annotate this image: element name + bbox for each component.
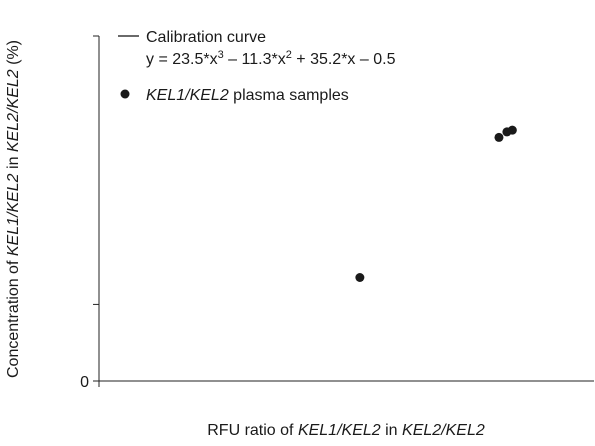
legend-points-label: KEL1/KEL2 plasma samples xyxy=(146,87,349,104)
legend: Calibration curve y = 23.5*x3 – 11.3*x2 … xyxy=(118,29,396,104)
x-axis-label: RFU ratio of KEL1/KEL2 in KEL2/KEL2 xyxy=(207,422,485,439)
y-axis-label: Concentration of KEL1/KEL2 in KEL2/KEL2 … xyxy=(5,40,22,378)
axes xyxy=(98,36,594,387)
legend-equation: y = 23.5*x3 – 11.3*x2 + 35.2*x – 0.5 xyxy=(146,49,396,68)
y-tick-label-0: 0 xyxy=(80,374,89,391)
legend-point-marker xyxy=(120,89,130,99)
sample-point-1 xyxy=(355,273,365,282)
legend-line-label: Calibration curve xyxy=(146,29,266,46)
data-points xyxy=(355,125,517,282)
sample-point-2 xyxy=(494,132,504,142)
y-ticks: 0 xyxy=(80,35,99,391)
sample-point-4 xyxy=(507,125,517,135)
